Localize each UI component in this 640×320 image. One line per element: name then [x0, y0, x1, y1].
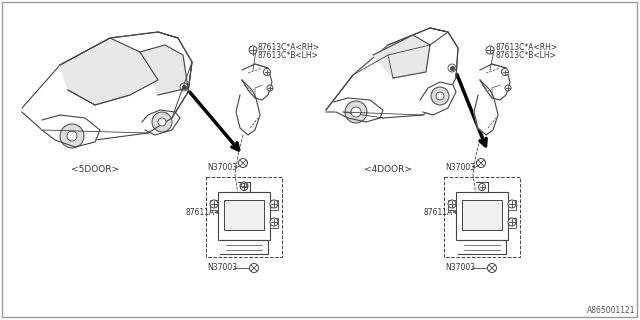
Polygon shape: [420, 82, 456, 115]
Polygon shape: [242, 64, 272, 100]
Bar: [508, 200, 516, 210]
Circle shape: [264, 68, 271, 76]
Text: <5DOOR>: <5DOOR>: [71, 165, 119, 174]
Circle shape: [477, 158, 486, 167]
Text: 87611A<RH,LH>: 87611A<RH,LH>: [185, 207, 250, 217]
Polygon shape: [220, 240, 268, 254]
Polygon shape: [60, 38, 158, 105]
Polygon shape: [142, 110, 180, 135]
Bar: [270, 200, 278, 210]
Bar: [448, 200, 456, 210]
Polygon shape: [333, 98, 383, 122]
Bar: [224, 200, 264, 230]
Circle shape: [479, 183, 486, 190]
Circle shape: [240, 182, 248, 190]
Circle shape: [448, 200, 456, 208]
Circle shape: [152, 112, 172, 132]
Polygon shape: [326, 28, 458, 118]
Circle shape: [270, 218, 278, 226]
Polygon shape: [480, 64, 510, 100]
Polygon shape: [236, 80, 260, 135]
Circle shape: [505, 85, 511, 91]
Circle shape: [239, 158, 248, 167]
Polygon shape: [458, 240, 506, 254]
Polygon shape: [476, 182, 488, 192]
Circle shape: [345, 101, 367, 123]
Bar: [210, 200, 218, 210]
Circle shape: [267, 85, 273, 91]
Text: N37003: N37003: [207, 263, 237, 273]
Text: 87613C*A<RH>: 87613C*A<RH>: [496, 43, 558, 52]
Circle shape: [486, 46, 494, 54]
Polygon shape: [140, 45, 188, 95]
Circle shape: [210, 200, 218, 208]
Circle shape: [158, 118, 166, 126]
Text: 87613C*A<RH>: 87613C*A<RH>: [258, 43, 320, 52]
Circle shape: [249, 46, 257, 54]
Text: A865001121: A865001121: [586, 306, 635, 315]
Bar: [508, 218, 516, 228]
Text: N37003: N37003: [207, 164, 237, 172]
Circle shape: [431, 87, 449, 105]
Circle shape: [250, 263, 259, 273]
Circle shape: [436, 92, 444, 100]
Text: <4DOOR>: <4DOOR>: [364, 165, 412, 174]
Circle shape: [67, 131, 77, 141]
Circle shape: [508, 200, 516, 208]
Polygon shape: [42, 115, 100, 147]
Circle shape: [241, 183, 248, 190]
Bar: [456, 192, 508, 240]
Text: N37003: N37003: [445, 263, 475, 273]
Circle shape: [502, 68, 509, 76]
Bar: [218, 192, 270, 240]
Polygon shape: [238, 182, 250, 192]
Bar: [206, 177, 282, 257]
Text: 87611A<RH,LH>: 87611A<RH,LH>: [423, 207, 488, 217]
Polygon shape: [474, 80, 498, 135]
Polygon shape: [373, 35, 430, 78]
Circle shape: [60, 124, 84, 148]
Circle shape: [488, 263, 497, 273]
Bar: [462, 200, 502, 230]
Text: 87613C*B<LH>: 87613C*B<LH>: [496, 52, 557, 60]
Polygon shape: [22, 32, 192, 140]
Bar: [444, 177, 520, 257]
Text: N37003: N37003: [445, 164, 475, 172]
Bar: [270, 218, 278, 228]
Circle shape: [351, 107, 361, 117]
Circle shape: [508, 218, 516, 226]
Text: 87613C*B<LH>: 87613C*B<LH>: [258, 52, 319, 60]
Circle shape: [270, 200, 278, 208]
